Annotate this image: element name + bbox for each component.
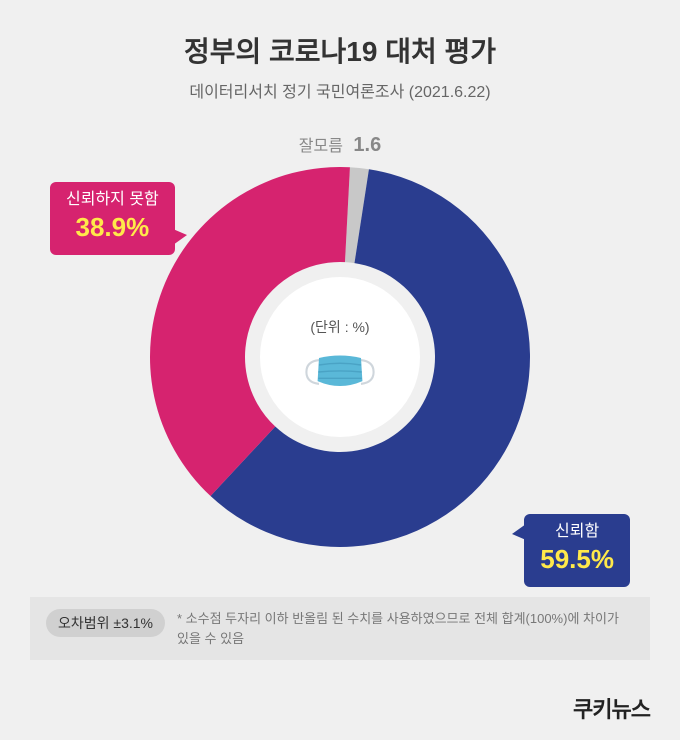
- trust-callout: 신뢰함 59.5%: [524, 514, 630, 587]
- distrust-value: 38.9%: [66, 211, 159, 245]
- donut-center: (단위 : %): [260, 277, 420, 437]
- distrust-label: 신뢰하지 못함: [66, 190, 159, 211]
- trust-value: 59.5%: [540, 543, 614, 577]
- donut-chart: (단위 : %): [150, 167, 530, 547]
- unknown-value: 1.6: [353, 134, 381, 156]
- distrust-callout: 신뢰하지 못함 38.9%: [50, 182, 175, 255]
- margin-of-error: 오차범위 ±3.1%: [46, 609, 165, 637]
- footer: 오차범위 ±3.1% * 소수점 두자리 이하 반올림 된 수치를 사용하였으므…: [30, 597, 650, 660]
- source-logo: 쿠키뉴스: [573, 692, 650, 724]
- unknown-text: 잘모름: [299, 138, 343, 155]
- unit-label: (단위 : %): [310, 317, 369, 337]
- chart-subtitle: 데이터리서치 정기 국민여론조사 (2021.6.22): [30, 78, 650, 102]
- trust-label: 신뢰함: [540, 522, 614, 543]
- mask-icon: [305, 347, 375, 397]
- chart-area: 잘모름 1.6 (단위 : %) 신뢰하지 못함 38.9%: [30, 127, 650, 587]
- unknown-label: 잘모름 1.6: [299, 132, 381, 157]
- chart-title: 정부의 코로나19 대처 평가: [30, 30, 650, 70]
- footnote: * 소수점 두자리 이하 반올림 된 수치를 사용하였으므로 전체 합계(100…: [177, 609, 634, 648]
